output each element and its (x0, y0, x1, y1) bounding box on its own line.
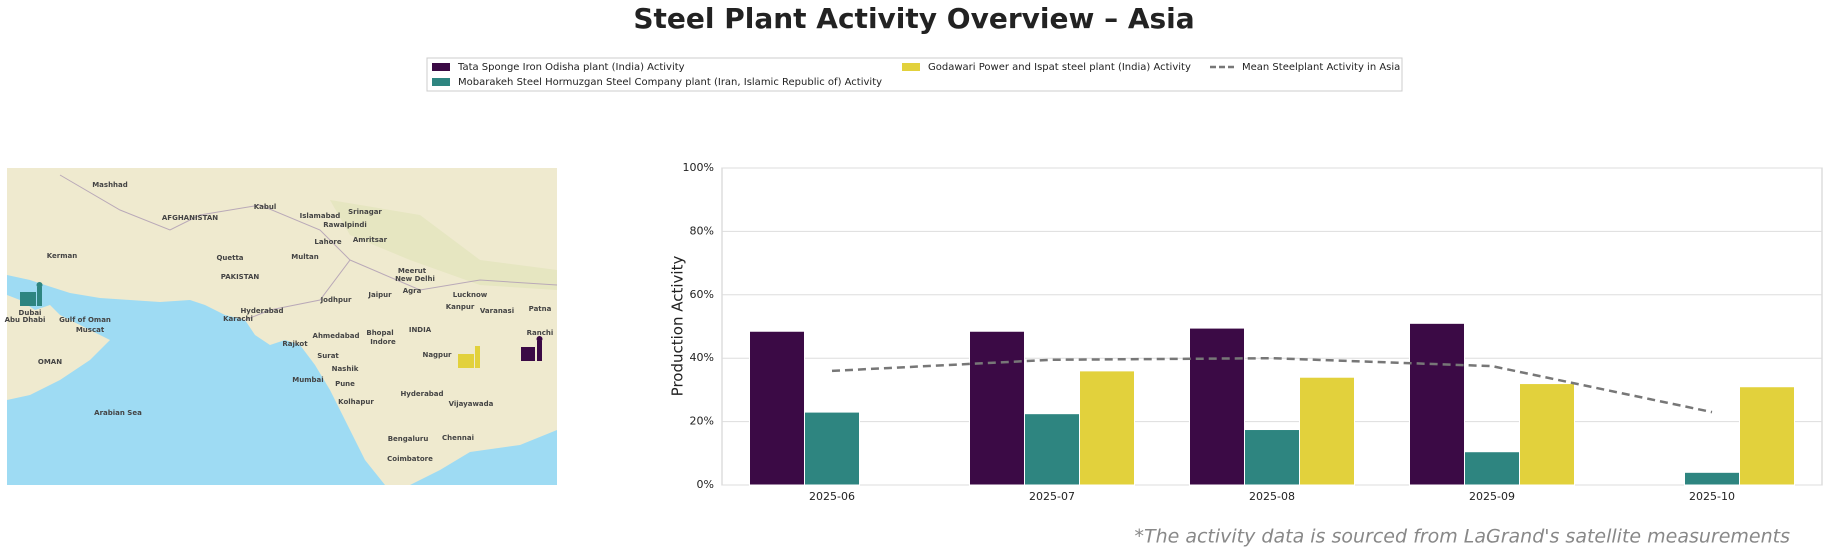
footnote: *The activity data is sourced from LaGra… (1134, 526, 1790, 548)
y-tick-label: 100% (683, 161, 714, 174)
y-tick-label: 60% (690, 288, 714, 301)
map-label: Abu Dhabi (5, 316, 46, 324)
x-tick-label: 2025-08 (1249, 490, 1295, 503)
map-label: Agra (403, 287, 422, 295)
map-label: Karachi (223, 315, 253, 323)
map-label: Coimbatore (387, 455, 433, 463)
plant-icon (20, 282, 43, 306)
y-axis-label: Production Activity (669, 256, 687, 397)
map-label: PAKISTAN (221, 273, 260, 281)
map-label: Vijayawada (449, 400, 494, 408)
map-label: Amritsar (353, 236, 388, 244)
bar (804, 411, 860, 486)
map-label: Surat (317, 352, 339, 360)
x-tick-label: 2025-10 (1689, 490, 1735, 503)
map-label: Rajkot (282, 340, 308, 348)
map-label: Kerman (47, 252, 78, 260)
y-tick-label: 0% (697, 478, 714, 491)
map-label: Hyderabad (240, 307, 283, 315)
map: Mashhad AFGHANISTAN Kabul Islamabad Srinagar… (5, 168, 558, 485)
map-label: Varanasi (480, 307, 514, 315)
map-label: Muscat (76, 326, 105, 334)
map-label: Kabul (254, 203, 277, 211)
bar (1519, 383, 1575, 486)
map-label: Bengaluru (388, 435, 429, 443)
map-label: Islamabad (300, 212, 341, 220)
map-label: Kanpur (446, 303, 475, 311)
map-label: Mashhad (92, 181, 128, 189)
map-label: Dubai (19, 309, 42, 317)
border (59, 174, 558, 321)
x-tick-label: 2025-07 (1029, 490, 1075, 503)
map-label: Pune (335, 380, 355, 388)
map-label: Lahore (314, 238, 341, 246)
map-label: Chennai (442, 434, 474, 442)
bar (1464, 451, 1520, 486)
map-label: Nashik (332, 365, 359, 373)
land (7, 295, 110, 400)
map-label: Patna (529, 305, 552, 313)
chart-title: Steel Plant Activity Overview – Asia (633, 2, 1194, 35)
map-label: Meerut (398, 267, 427, 275)
bar (749, 330, 805, 486)
highland (330, 200, 557, 290)
map-label: AFGHANISTAN (162, 214, 218, 222)
plant-icon (458, 346, 480, 368)
map-label: Jaipur (367, 291, 392, 299)
plant-icon (521, 336, 543, 361)
bar (1024, 413, 1080, 486)
map-label: Multan (291, 253, 318, 261)
legend-swatch (432, 78, 450, 86)
map-label: Jodhpur (320, 296, 352, 304)
legend-swatch (432, 63, 450, 71)
map-label: Arabian Sea (94, 409, 142, 417)
map-label: Nagpur (422, 351, 452, 359)
map-label: INDIA (409, 326, 432, 334)
map-label: Indore (370, 338, 396, 346)
map-label: Bhopal (366, 329, 393, 337)
y-tick-label: 40% (690, 351, 714, 364)
map-label: OMAN (38, 358, 62, 366)
bar (1244, 429, 1300, 486)
y-tick-label: 80% (690, 224, 714, 237)
legend-label: Godawari Power and Ispat steel plant (In… (928, 62, 1191, 73)
bar (1684, 471, 1740, 486)
x-tick-label: 2025-06 (809, 490, 855, 503)
map-label: Ahmedabad (313, 332, 360, 340)
map-label: Rawalpindi (323, 221, 367, 229)
legend-swatch (902, 63, 920, 71)
legend-label: Mean Steelplant Activity in Asia (1242, 62, 1400, 73)
bar (1299, 376, 1355, 486)
y-tick-label: 20% (690, 415, 714, 428)
map-label: Ranchi (527, 329, 554, 337)
legend-label: Tata Sponge Iron Odisha plant (India) Ac… (457, 62, 685, 73)
map-label: Mumbai (292, 376, 323, 384)
bar (1189, 327, 1245, 486)
map-label: Srinagar (348, 208, 382, 216)
bar (1739, 386, 1795, 486)
bar (1409, 322, 1465, 486)
legend-label: Mobarakeh Steel Hormuzgan Steel Company … (458, 77, 882, 88)
map-label: Gulf of Oman (59, 316, 111, 324)
bar (969, 330, 1025, 486)
map-label: Quetta (216, 254, 243, 262)
map-label: Hyderabad (400, 390, 443, 398)
mean-line (831, 356, 1713, 414)
map-label: Kolhapur (338, 398, 374, 406)
map-label: New Delhi (395, 275, 435, 283)
x-tick-label: 2025-09 (1469, 490, 1515, 503)
bar (1079, 370, 1135, 486)
map-label: Lucknow (453, 291, 488, 299)
